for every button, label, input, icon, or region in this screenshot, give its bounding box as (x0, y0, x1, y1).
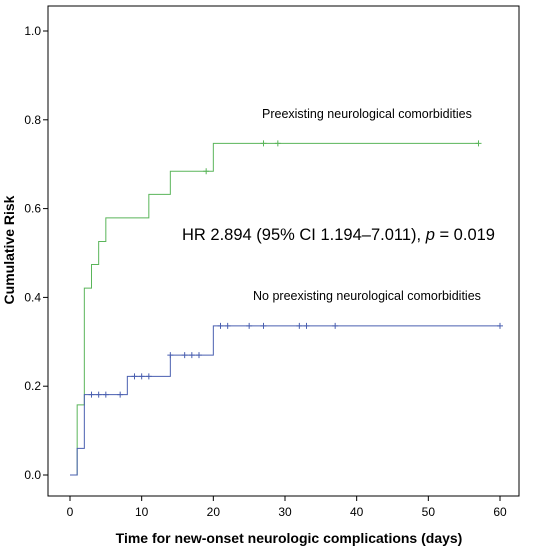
censor-mark (497, 322, 503, 329)
censor-mark (167, 352, 174, 359)
hazard-ratio-annotation: HR 2.894 (95% CI 1.194–7.011), p = 0.019 (182, 226, 495, 244)
censor-mark (203, 168, 210, 175)
y-tick-label: 0.8 (24, 113, 41, 127)
y-tick-label: 0.0 (24, 468, 41, 482)
censor-mark (246, 322, 253, 329)
x-tick-label: 50 (422, 505, 436, 519)
series-line-0 (70, 142, 479, 476)
censor-mark (196, 352, 202, 359)
censor-mark (88, 391, 95, 398)
censor-mark (102, 391, 109, 398)
censor-mark (138, 373, 145, 380)
y-axis-title: Cumulative Risk (1, 195, 17, 304)
hr-prefix: HR 2.894 (95% CI 1.194–7.011), (182, 226, 426, 244)
x-tick-label: 60 (493, 505, 507, 519)
x-tick-label: 10 (135, 505, 149, 519)
censor-mark (224, 322, 231, 329)
censor-mark (260, 140, 267, 147)
censor-mark (95, 391, 102, 398)
censor-mark (181, 352, 188, 359)
x-tick-label: 20 (207, 505, 221, 519)
censor-mark (117, 391, 124, 398)
series-layer (70, 140, 503, 476)
y-tick-label: 1.0 (24, 24, 41, 38)
x-tick-label: 30 (278, 505, 292, 519)
plot-frame (47, 5, 520, 497)
x-axis-title: Time for new-onset neurologic complicati… (116, 530, 463, 546)
x-axis-ticks: 0 10 20 30 40 50 60 (67, 496, 507, 519)
series-label-no-preexisting: No preexisting neurological comorbiditie… (253, 289, 481, 303)
censor-mark (145, 373, 152, 380)
hr-suffix: = 0.019 (435, 226, 495, 244)
y-tick-label: 0.4 (24, 290, 41, 304)
y-tick-label: 0.2 (24, 379, 41, 393)
censor-mark (217, 322, 224, 329)
censor-mark (475, 140, 482, 147)
censor-mark (188, 352, 195, 359)
censor-mark (296, 322, 303, 329)
series-label-preexisting: Preexisting neurological comorbidities (262, 107, 472, 121)
censor-mark (303, 322, 310, 329)
series-line-1 (70, 325, 500, 476)
censor-mark (260, 322, 267, 329)
censor-mark (131, 373, 138, 380)
x-tick-label: 40 (350, 505, 364, 519)
y-tick-label: 0.6 (24, 202, 41, 216)
x-tick-label: 0 (67, 505, 74, 519)
censor-mark (274, 140, 281, 147)
y-axis-ticks: 0.0 0.2 0.4 0.6 0.8 1.0 (24, 24, 48, 482)
censor-mark (332, 322, 339, 329)
hr-p-symbol: p (425, 226, 435, 244)
